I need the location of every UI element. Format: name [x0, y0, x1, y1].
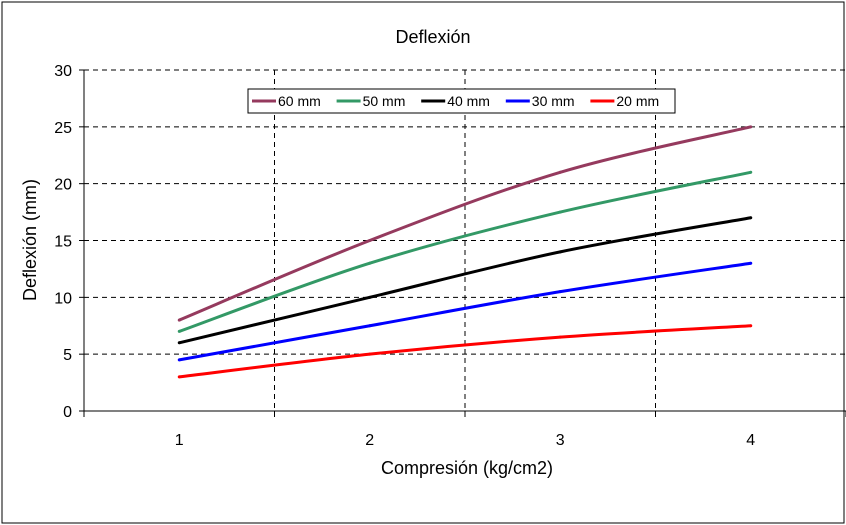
- data-point-1-1: [177, 318, 181, 322]
- data-point-3-3: [558, 250, 562, 254]
- legend-label-4: 30 mm: [532, 93, 575, 109]
- series-line-4: [178, 261, 751, 362]
- legend: 60 mm 50 mm 40 mm 30 mm 20 mm: [247, 88, 676, 114]
- y-tick-label: 30: [54, 63, 72, 80]
- axes: 0 5 10 15 20 25 30 1 2 3 4: [54, 63, 846, 449]
- y-tick-label: 5: [63, 347, 72, 364]
- data-point-3-2: [368, 295, 372, 299]
- data-point-5-3: [558, 335, 562, 339]
- data-point-2-2: [368, 261, 372, 265]
- data-point-2-3: [558, 210, 562, 214]
- data-point-1-2: [368, 239, 372, 242]
- y-tick-label: 0: [63, 404, 72, 421]
- x-tick-label: 1: [175, 432, 184, 449]
- data-point-5-4: [749, 324, 753, 328]
- y-tick-label: 10: [54, 290, 72, 307]
- data-point-3-4: [749, 216, 753, 220]
- x-tick-label: 3: [556, 432, 565, 449]
- legend-label-1: 60 mm: [278, 93, 321, 109]
- legend-label-3: 40 mm: [447, 93, 490, 109]
- x-tick-label: 4: [746, 432, 755, 449]
- data-point-4-4: [749, 261, 753, 265]
- data-point-2-4: [749, 170, 753, 174]
- x-axis-title: Compresión (kg/cm2): [381, 458, 553, 478]
- data-point-1-3: [558, 170, 562, 174]
- data-point-5-2: [368, 352, 372, 356]
- data-point-4-3: [558, 290, 562, 294]
- data-point-4-2: [368, 324, 372, 328]
- chart-title: Deflexión: [395, 27, 470, 47]
- series-line-2: [178, 170, 752, 333]
- x-tick-label: 2: [365, 432, 374, 449]
- data-series: [177, 125, 753, 379]
- y-tick-label: 15: [54, 234, 72, 251]
- data-point-3-1: [177, 341, 181, 345]
- data-point-2-1: [177, 329, 181, 333]
- data-point-4-1: [177, 358, 181, 362]
- data-point-5-1: [177, 375, 181, 379]
- series-line-5: [179, 324, 751, 379]
- series-line-3: [178, 216, 752, 345]
- grid-lines: [84, 69, 846, 411]
- y-tick-label: 25: [54, 120, 72, 137]
- legend-label-2: 50 mm: [363, 93, 406, 109]
- series-line-1: [178, 125, 752, 322]
- legend-label-5: 20 mm: [616, 93, 659, 109]
- y-axis-title: Deflexión (mm): [20, 179, 40, 301]
- y-tick-label: 20: [54, 177, 72, 194]
- data-point-1-4: [749, 125, 753, 129]
